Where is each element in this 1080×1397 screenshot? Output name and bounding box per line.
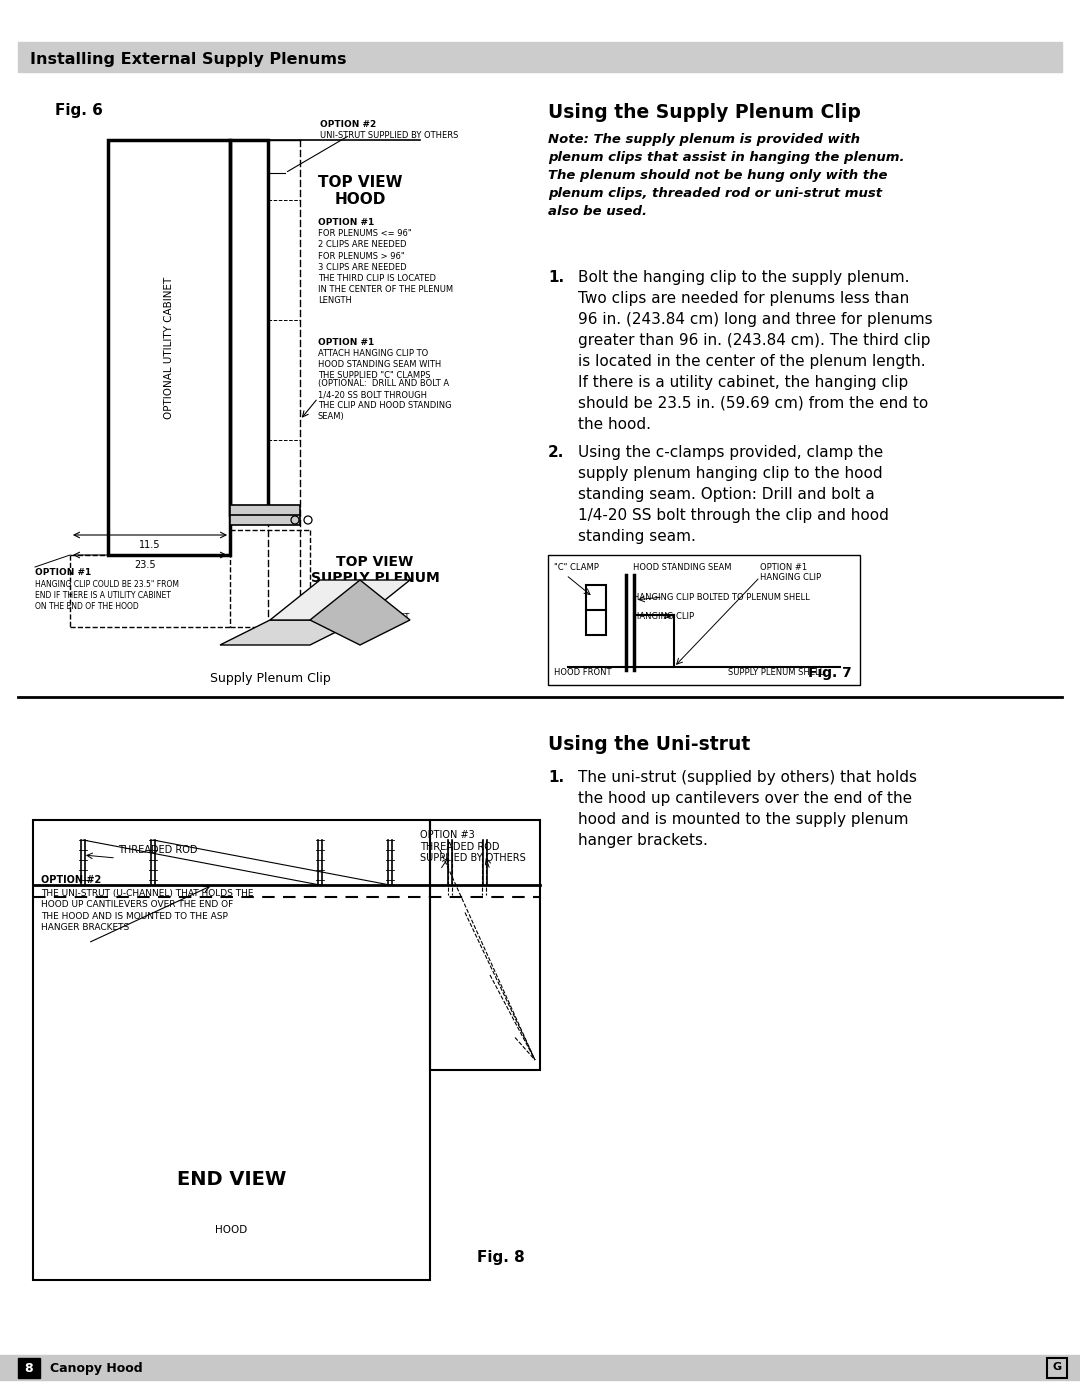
Text: HANGING CLIP BOLTED TO PLENUM SHELL: HANGING CLIP BOLTED TO PLENUM SHELL bbox=[633, 592, 810, 602]
Text: 8: 8 bbox=[25, 1362, 33, 1375]
Text: OPTION #3
THREADED ROD
SUPPLIED BY OTHERS: OPTION #3 THREADED ROD SUPPLIED BY OTHER… bbox=[420, 830, 526, 863]
Text: HANGING CLIP: HANGING CLIP bbox=[633, 612, 694, 622]
Text: HANGING CLIP COULD BE 23.5" FROM
END IF THERE IS A UTILITY CABINET
ON THE END OF: HANGING CLIP COULD BE 23.5" FROM END IF … bbox=[35, 580, 179, 612]
Text: Note: The supply plenum is provided with
plenum clips that assist in hanging the: Note: The supply plenum is provided with… bbox=[548, 133, 905, 218]
Text: FOR PLENUMS <= 96"
2 CLIPS ARE NEEDED: FOR PLENUMS <= 96" 2 CLIPS ARE NEEDED bbox=[318, 229, 411, 249]
Text: SUPPLY PLENUM SHELL: SUPPLY PLENUM SHELL bbox=[728, 668, 824, 678]
Text: HOOD: HOOD bbox=[215, 1225, 247, 1235]
Text: (OPTIONAL:  DRILL AND BOLT A
1/4-20 SS BOLT THROUGH
THE CLIP AND HOOD STANDING
S: (OPTIONAL: DRILL AND BOLT A 1/4-20 SS BO… bbox=[318, 379, 451, 422]
Polygon shape bbox=[220, 620, 360, 645]
Text: Canopy Hood: Canopy Hood bbox=[50, 1362, 143, 1375]
Text: ATTACH HANGING CLIP TO
HOOD STANDING SEAM WITH
THE SUPPLIED "C" CLAMPS: ATTACH HANGING CLIP TO HOOD STANDING SEA… bbox=[318, 349, 442, 380]
Text: OPTION #2: OPTION #2 bbox=[41, 875, 102, 886]
Text: 1.: 1. bbox=[548, 770, 564, 785]
Text: 23.5: 23.5 bbox=[134, 560, 156, 570]
Text: Using the Supply Plenum Clip: Using the Supply Plenum Clip bbox=[548, 103, 861, 122]
Polygon shape bbox=[310, 580, 410, 645]
Bar bbox=[230, 510, 300, 525]
Text: OPTION #1: OPTION #1 bbox=[318, 218, 375, 226]
Bar bbox=[230, 504, 300, 515]
Text: Using the c-clamps provided, clamp the
supply plenum hanging clip to the hood
st: Using the c-clamps provided, clamp the s… bbox=[578, 446, 889, 543]
Text: OPTION #1
HANGING CLIP: OPTION #1 HANGING CLIP bbox=[760, 563, 821, 583]
Bar bbox=[33, 820, 430, 1280]
Bar bbox=[18, 1358, 40, 1377]
Text: THREADED ROD: THREADED ROD bbox=[118, 845, 198, 855]
Bar bbox=[430, 820, 540, 1070]
Text: "C" CLAMP: "C" CLAMP bbox=[554, 563, 599, 571]
Text: 11.5: 11.5 bbox=[139, 541, 161, 550]
Text: 2.: 2. bbox=[548, 446, 565, 460]
Text: HOOD FRONT: HOOD FRONT bbox=[554, 668, 611, 678]
Text: OPTION #2: OPTION #2 bbox=[320, 120, 376, 129]
Text: The uni-strut (supplied by others) that holds
the hood up cantilevers over the e: The uni-strut (supplied by others) that … bbox=[578, 770, 917, 848]
Bar bbox=[1047, 1358, 1067, 1377]
Text: END VIEW: END VIEW bbox=[177, 1171, 286, 1189]
Text: Supply Plenum Clip: Supply Plenum Clip bbox=[210, 672, 330, 685]
Text: OPTION #1: OPTION #1 bbox=[35, 569, 91, 577]
Text: HOOD STANDING SEAM: HOOD STANDING SEAM bbox=[633, 563, 731, 571]
Text: TOP VIEW
HOOD: TOP VIEW HOOD bbox=[318, 175, 402, 207]
Bar bbox=[18, 42, 1062, 73]
Text: OPTION #1: OPTION #1 bbox=[318, 338, 375, 346]
Text: OPTIONAL UTILITY CABINET: OPTIONAL UTILITY CABINET bbox=[164, 277, 174, 419]
Bar bbox=[0, 1355, 1080, 1380]
Text: TOP VIEW
SUPPLY PLENUM: TOP VIEW SUPPLY PLENUM bbox=[311, 555, 440, 585]
Text: Bolt the hanging clip to the supply plenum.
Two clips are needed for plenums les: Bolt the hanging clip to the supply plen… bbox=[578, 270, 933, 432]
Text: Fig. 8: Fig. 8 bbox=[477, 1250, 525, 1266]
Text: Installing External Supply Plenums: Installing External Supply Plenums bbox=[30, 52, 347, 67]
Text: G: G bbox=[1052, 1362, 1062, 1372]
Text: Fig. 6: Fig. 6 bbox=[55, 103, 103, 117]
Text: THE UNI-STRUT (U-CHANNEL) THAT HOLDS THE
HOOD UP CANTILEVERS OVER THE END OF
THE: THE UNI-STRUT (U-CHANNEL) THAT HOLDS THE… bbox=[41, 888, 254, 932]
Bar bbox=[586, 585, 606, 636]
Text: UNI-STRUT SUPPLIED BY OTHERS: UNI-STRUT SUPPLIED BY OTHERS bbox=[320, 131, 458, 140]
Text: 1.: 1. bbox=[548, 270, 564, 285]
Bar bbox=[108, 140, 230, 555]
Bar bbox=[230, 140, 268, 515]
Bar bbox=[548, 555, 860, 685]
Polygon shape bbox=[270, 580, 410, 620]
Text: Fig. 7: Fig. 7 bbox=[808, 666, 852, 680]
Text: FOR PLENUMS > 96"
3 CLIPS ARE NEEDED
THE THIRD CLIP IS LOCATED
IN THE CENTER OF : FOR PLENUMS > 96" 3 CLIPS ARE NEEDED THE… bbox=[318, 251, 454, 306]
Text: HANGER BRACKET: HANGER BRACKET bbox=[332, 613, 409, 622]
Text: Using the Uni-strut: Using the Uni-strut bbox=[548, 735, 751, 754]
